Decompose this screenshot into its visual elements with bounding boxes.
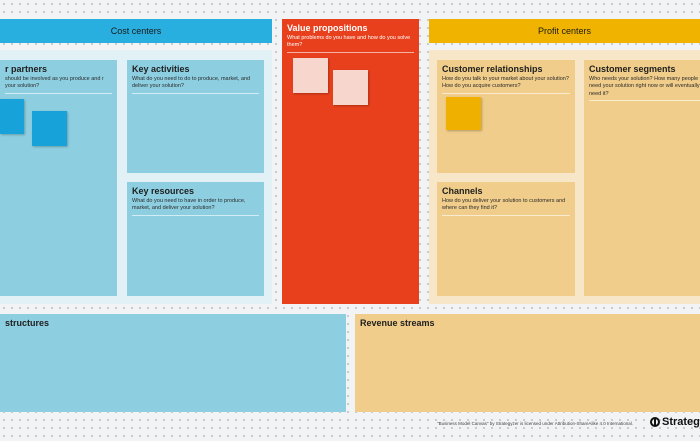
license-text: "Business Model Canvas" by Strategyzer i…: [437, 421, 634, 426]
panel-title: Customer relationships: [442, 64, 543, 74]
logo-icon: [650, 417, 660, 427]
panel-desc: How do you talk to your market about you…: [442, 76, 570, 94]
profit-header: Profit centers: [429, 19, 700, 43]
panel: Customer segments Who needs your solution…: [584, 60, 700, 296]
sticky-note[interactable]: [446, 97, 481, 130]
panel-desc: should be involved as you produce and r …: [5, 76, 112, 94]
panel-title: Key resources: [132, 186, 195, 196]
panel: structures: [0, 314, 346, 412]
panel-desc: How do you deliver your solution to cust…: [442, 198, 570, 216]
panel: Channels How do you deliver your solution…: [437, 182, 575, 296]
panel-desc: What problems do you have and how do you…: [287, 35, 414, 53]
panel: r partners should be involved as you prod…: [0, 60, 117, 296]
header-text: Profit centers: [537, 26, 592, 36]
panel-desc: What do you need to do to produce, marke…: [132, 76, 259, 94]
cost-header: Cost centers: [0, 19, 272, 43]
panel-desc: Who needs your solution? How many people…: [589, 76, 700, 102]
panel: Revenue streams: [355, 314, 700, 412]
panel-title: Channels: [442, 186, 483, 196]
sticky-note[interactable]: [333, 70, 368, 105]
panel-title: Customer segments: [589, 64, 676, 74]
panel-title: Key activities: [132, 64, 190, 74]
logo-text: Strateg: [662, 416, 700, 428]
panel-title: structures: [5, 318, 50, 328]
sticky-note[interactable]: [32, 111, 67, 146]
panel: Key resources What do you need to have in…: [127, 182, 264, 296]
panel-title: r partners: [5, 64, 48, 74]
sticky-note[interactable]: [293, 58, 328, 93]
panel: Key activities What do you need to do to …: [127, 60, 264, 173]
panel: Customer relationships How do you talk to…: [437, 60, 575, 173]
sticky-note[interactable]: [0, 99, 24, 134]
panel-title: Value propositions: [287, 23, 368, 33]
logo: Strateg: [650, 416, 700, 428]
panel-title: Revenue streams: [360, 318, 435, 328]
panel-desc: What do you need to have in order to pro…: [132, 198, 259, 216]
header-text: Cost centers: [110, 26, 162, 36]
